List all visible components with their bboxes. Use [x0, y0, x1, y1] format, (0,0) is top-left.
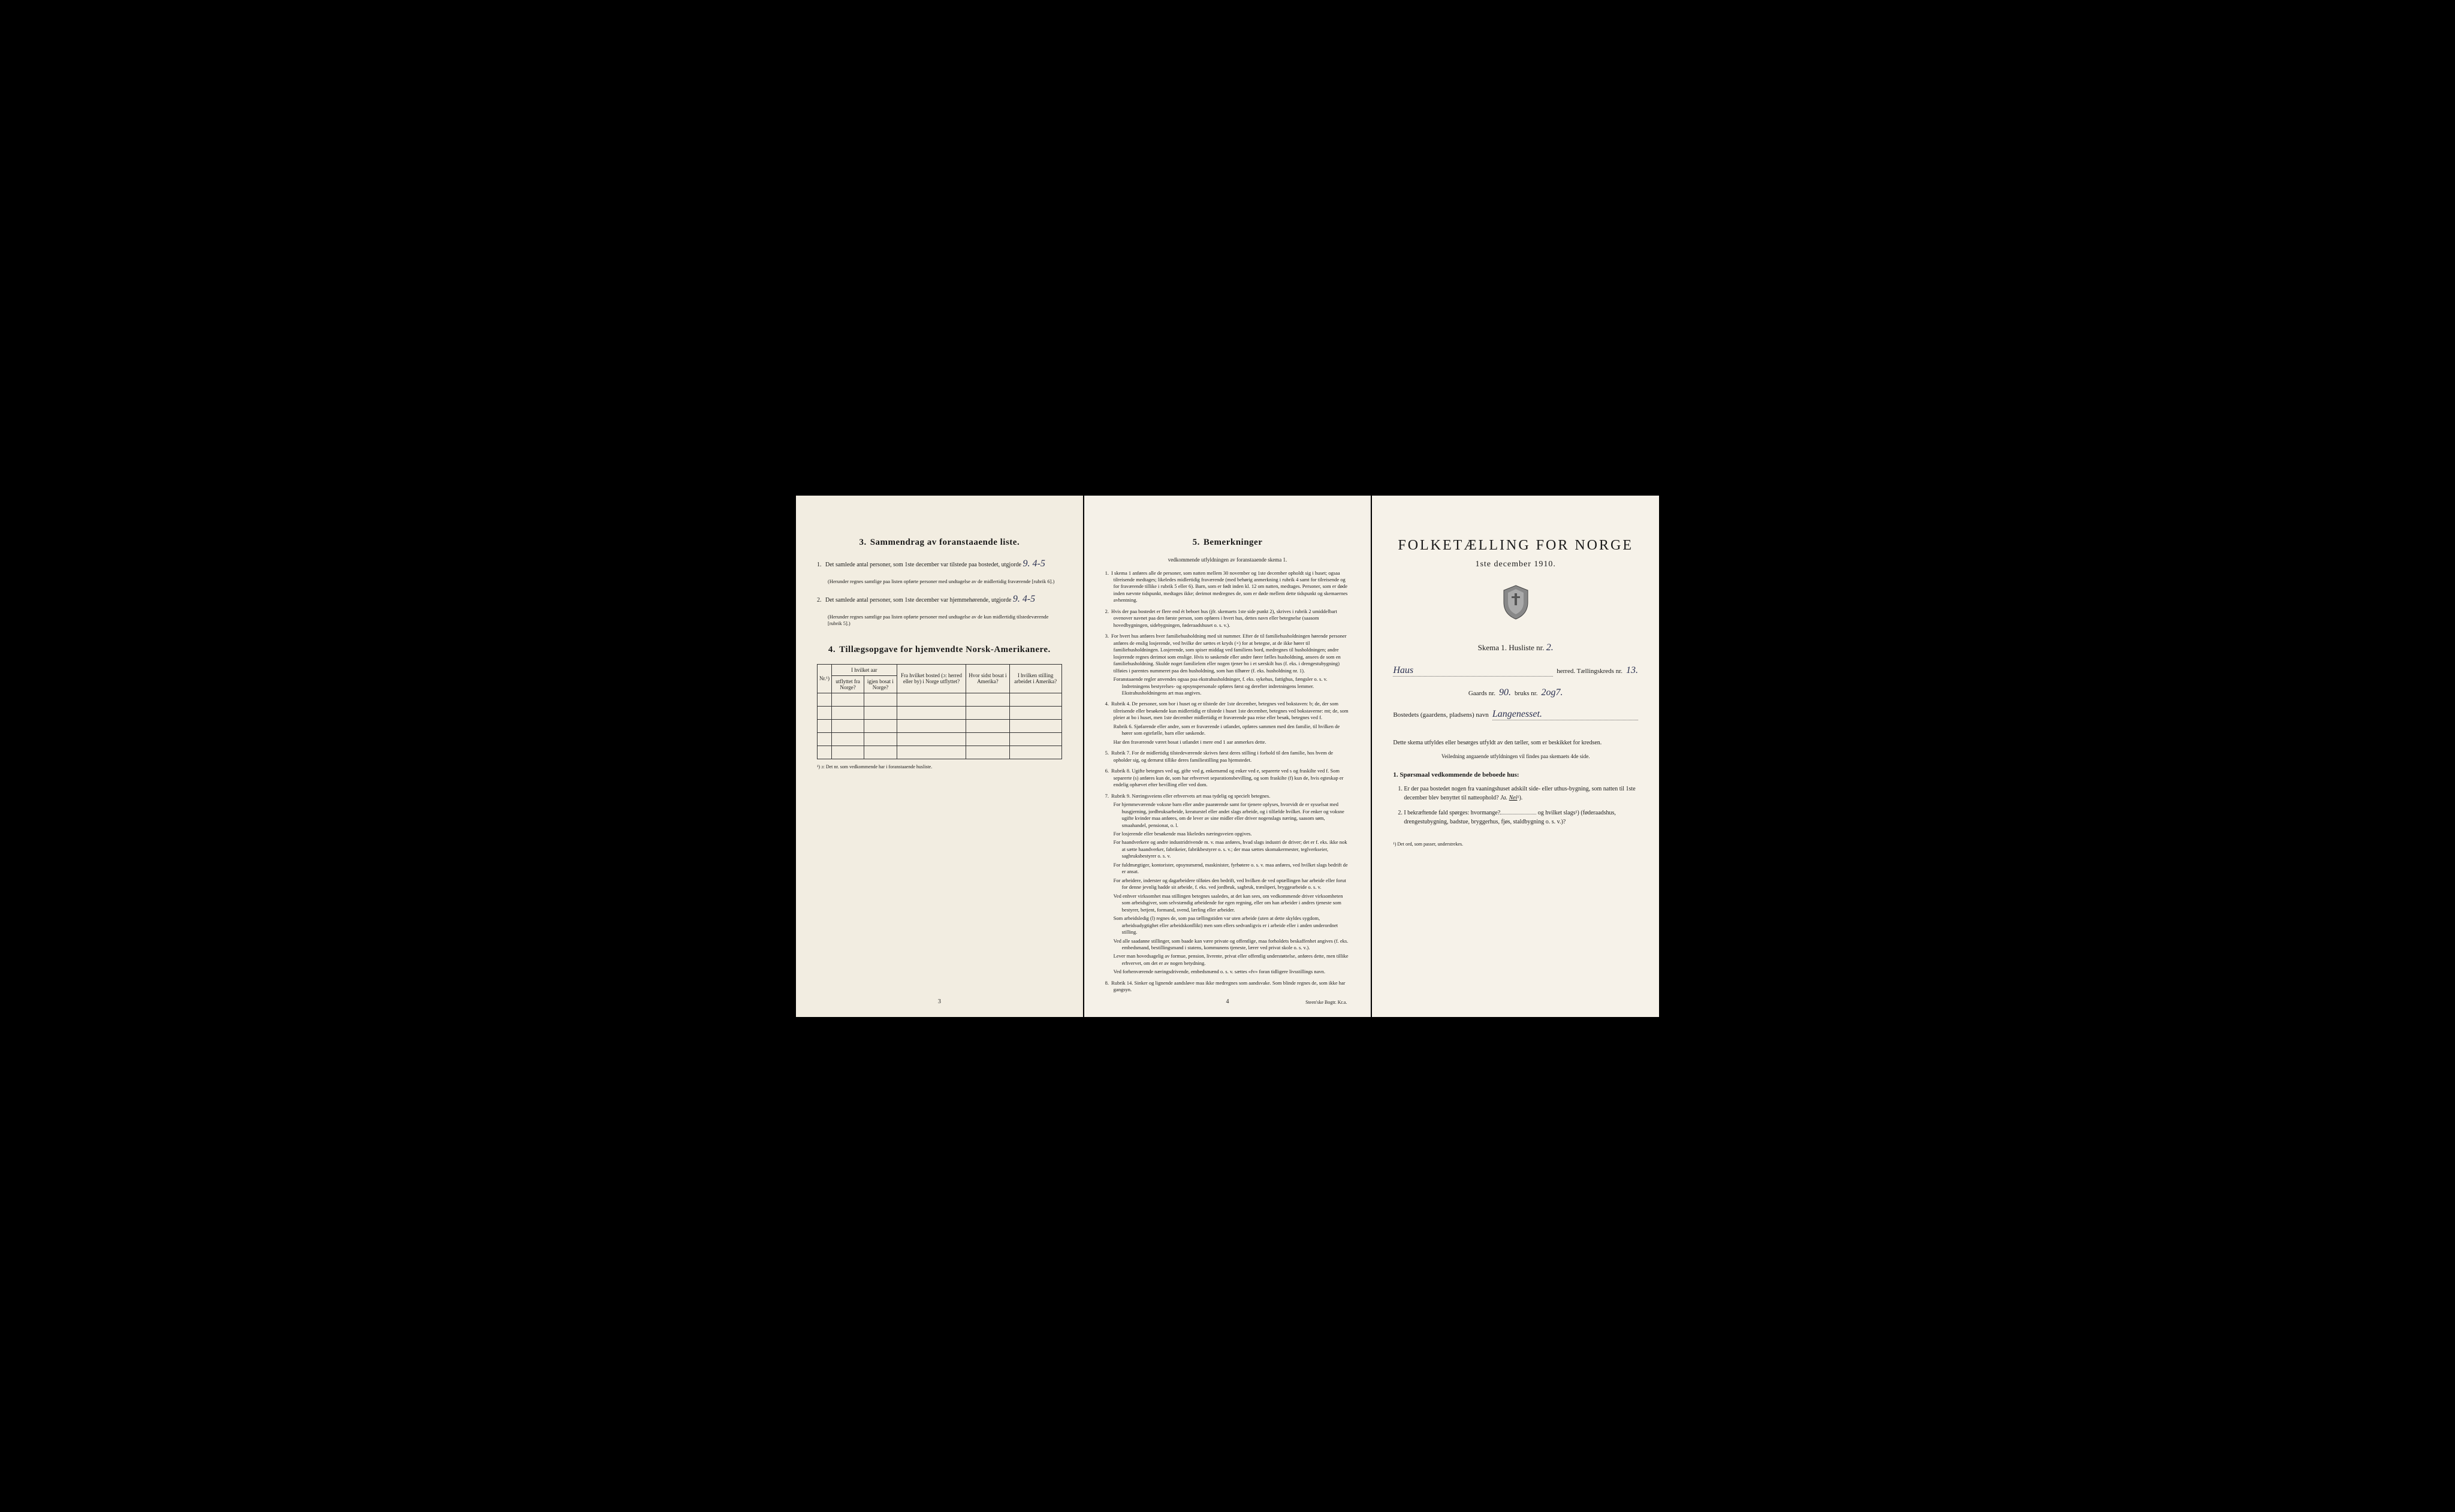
nei-underlined: Nei — [1509, 795, 1518, 801]
instruction-text: Dette skema utfyldes eller besørges utfy… — [1393, 738, 1638, 747]
page-3: 3.Sammendrag av foranstaaende liste. 1. … — [796, 496, 1083, 1017]
page-number: 4 — [1226, 998, 1229, 1005]
q-section-title: 1. Spørsmaal vedkommende de beboede hus: — [1393, 771, 1638, 778]
footnote: ¹) Det ord, som passer, understrekes. — [1393, 841, 1638, 847]
page-4: 5.Bemerkninger vedkommende utfyldningen … — [1084, 496, 1371, 1017]
table-row — [818, 746, 1062, 759]
bosted-handwritten: Langenesset. — [1492, 709, 1638, 720]
section-3-title: 3.Sammendrag av foranstaaende liste. — [817, 538, 1062, 548]
table-row — [818, 706, 1062, 719]
table-row — [818, 693, 1062, 706]
table-footnote: ¹) ɔ: Det nr. som vedkommende har i fora… — [817, 764, 1062, 769]
page-number: 3 — [938, 998, 941, 1005]
gaards-nr: 90. — [1499, 687, 1511, 698]
q1-handwritten: 9. 4-5 — [1023, 559, 1045, 569]
census-date: 1ste december 1910. — [1393, 560, 1638, 569]
house-q1: Er der paa bostedet nogen fra vaaningshu… — [1404, 784, 1638, 802]
main-title: FOLKETÆLLING FOR NORGE — [1393, 538, 1638, 554]
instruction-sub: Veiledning angaaende utfyldningen vil fi… — [1393, 753, 1638, 759]
bruks-nr: 2og7. — [1542, 687, 1563, 698]
table-row — [818, 732, 1062, 746]
section-4-title: 4.Tillægsopgave for hjemvendte Norsk-Ame… — [817, 645, 1062, 655]
q2-fine-print: (Herunder regnes samtlige paa listen opf… — [828, 614, 1062, 627]
remark-5: 5.Rubrik 7. For de midlertidig tilstedev… — [1105, 750, 1350, 763]
remark-3: 3.For hvert hus anføres hver familiehush… — [1105, 633, 1350, 696]
coat-of-arms-icon — [1393, 584, 1638, 627]
amerika-table: Nr.¹) I hvilket aar Fra hvilket bosted (… — [817, 664, 1062, 759]
remark-8: 8.Rubrik 14. Sinker og lignende aandsløv… — [1105, 980, 1350, 994]
th-stilling: I hvilken stilling arbeidet i Amerika? — [1009, 664, 1061, 693]
husliste-nr: 2. — [1546, 642, 1554, 653]
skema-line: Skema 1. Husliste nr. 2. — [1393, 642, 1638, 653]
th-amerika: Hvor sidst bosat i Amerika? — [966, 664, 1009, 693]
remark-1: 1.I skema 1 anføres alle de personer, so… — [1105, 570, 1350, 604]
remark-7: 7.Rubrik 9. Næringsveiens eller erhverve… — [1105, 793, 1350, 976]
remark-6: 6.Rubrik 8. Ugifte betegnes ved ug, gift… — [1105, 768, 1350, 788]
page-cover: FOLKETÆLLING FOR NORGE 1ste december 191… — [1372, 496, 1659, 1017]
question-2: 2. Det samlede antal personer, som 1ste … — [817, 592, 1062, 606]
th-utflyttet: utflyttet fra Norge? — [831, 675, 864, 693]
remark-2: 2.Hvis der paa bostedet er flere end ét … — [1105, 608, 1350, 629]
remarks-list: 1.I skema 1 anføres alle de personer, so… — [1105, 570, 1350, 994]
table-row — [818, 719, 1062, 732]
kreds-nr: 13. — [1626, 665, 1638, 676]
section-5-subtitle: vedkommende utfyldningen av foranstaaend… — [1105, 557, 1350, 563]
gaards-field: Gaards nr. 90. bruks nr. 2og7. — [1393, 687, 1638, 698]
printer-credit: Steen'ske Bogtr. Kr.a. — [1305, 1000, 1347, 1005]
remark-4: 4.Rubrik 4. De personer, som bor i huset… — [1105, 701, 1350, 746]
house-questions: Er der paa bostedet nogen fra vaaningshu… — [1393, 784, 1638, 826]
th-bosted: Fra hvilket bosted (ɔ: herred eller by) … — [897, 664, 966, 693]
herred-field: Haus herred. Tællingskreds nr. 13. — [1393, 665, 1638, 677]
th-aar: I hvilket aar — [831, 664, 897, 675]
herred-handwritten: Haus — [1393, 665, 1553, 677]
th-nr: Nr.¹) — [818, 664, 832, 693]
bosted-field: Bostedets (gaardens, pladsens) navn Lang… — [1393, 709, 1638, 720]
question-1: 1. Det samlede antal personer, som 1ste … — [817, 557, 1062, 571]
q1-fine-print: (Herunder regnes samtlige paa listen opf… — [828, 578, 1062, 585]
q2-handwritten: 9. 4-5 — [1013, 594, 1035, 604]
house-q2: I bekræftende fald spørges: hvormange? o… — [1404, 808, 1638, 826]
section-5-title: 5.Bemerkninger — [1105, 538, 1350, 548]
th-bosat: igjen bosat i Norge? — [864, 675, 897, 693]
census-document: 3.Sammendrag av foranstaaende liste. 1. … — [796, 496, 1659, 1017]
